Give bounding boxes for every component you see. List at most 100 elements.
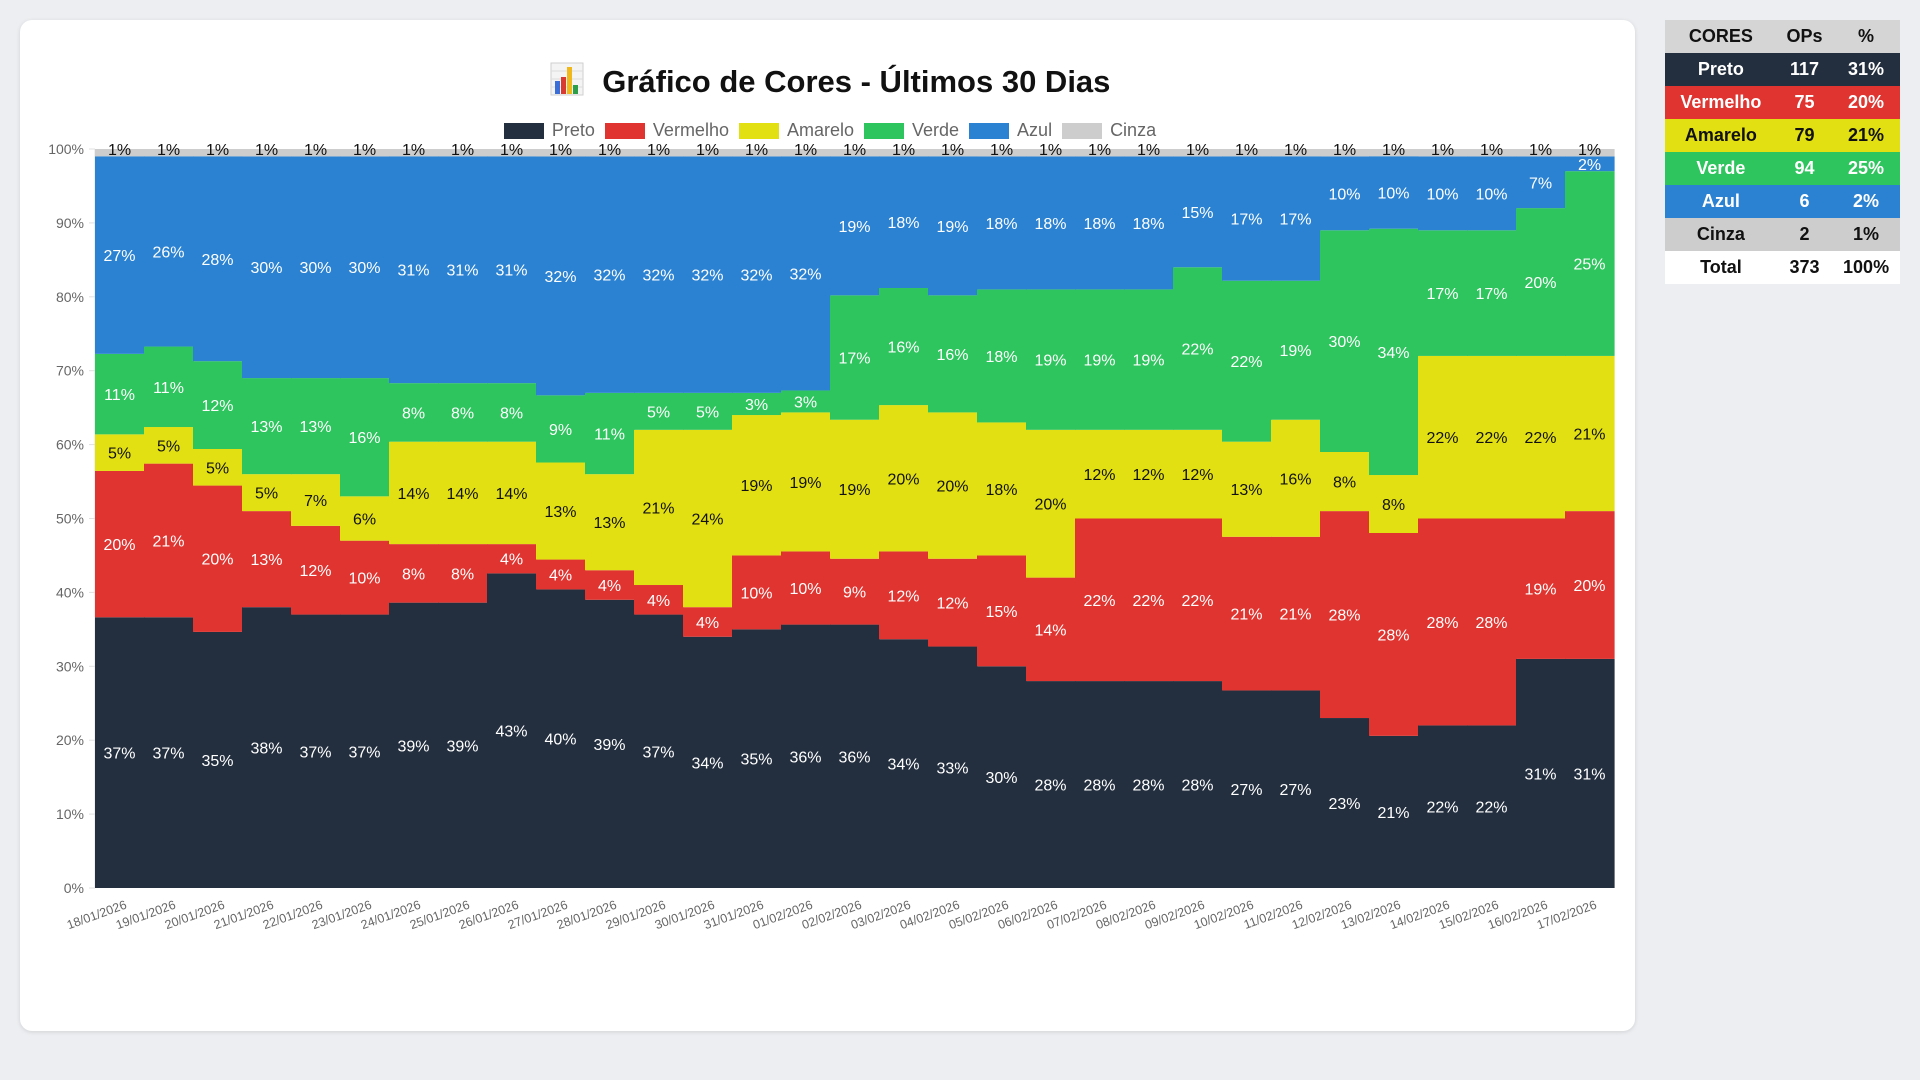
legend-item-azul[interactable]: Azul — [969, 120, 1052, 141]
bar-segment-amarelo[interactable] — [291, 474, 341, 526]
bar-segment-vermelho[interactable] — [1565, 511, 1615, 659]
bar-segment-azul[interactable] — [1418, 156, 1468, 231]
bar-segment-amarelo[interactable] — [438, 441, 488, 545]
bar-segment-vermelho[interactable] — [683, 607, 733, 637]
bar-segment-vermelho[interactable] — [1418, 518, 1468, 726]
bar-segment-vermelho[interactable] — [340, 540, 390, 615]
bar-segment-verde[interactable] — [1320, 230, 1370, 452]
bar-segment-cinza[interactable] — [830, 149, 880, 157]
bar-segment-azul[interactable] — [389, 156, 439, 384]
bar-segment-cinza[interactable] — [438, 149, 488, 157]
bar-segment-preto[interactable] — [1026, 681, 1076, 888]
bar-segment-amarelo[interactable] — [634, 429, 684, 586]
bar-segment-amarelo[interactable] — [1271, 419, 1321, 537]
bar-segment-vermelho[interactable] — [291, 525, 341, 615]
bar-segment-preto[interactable] — [634, 614, 684, 888]
bar-segment-preto[interactable] — [1418, 725, 1468, 888]
bar-segment-amarelo[interactable] — [1075, 429, 1125, 519]
bar-segment-amarelo[interactable] — [1418, 355, 1468, 519]
bar-segment-azul[interactable] — [1369, 156, 1419, 229]
bar-segment-amarelo[interactable] — [1222, 441, 1272, 537]
bar-segment-preto[interactable] — [193, 631, 243, 888]
bar-segment-vermelho[interactable] — [1173, 518, 1223, 682]
bar-segment-vermelho[interactable] — [242, 511, 292, 608]
bar-segment-amarelo[interactable] — [389, 441, 439, 545]
bar-segment-preto[interactable] — [438, 602, 488, 888]
bar-segment-cinza[interactable] — [1418, 149, 1468, 157]
bar-segment-cinza[interactable] — [732, 149, 782, 157]
bar-segment-vermelho[interactable] — [585, 570, 635, 600]
bar-segment-vermelho[interactable] — [928, 558, 978, 647]
bar-segment-vermelho[interactable] — [830, 558, 880, 625]
bar-segment-verde[interactable] — [340, 378, 390, 497]
bar-segment-cinza[interactable] — [389, 149, 439, 157]
bar-segment-azul[interactable] — [1565, 156, 1615, 172]
bar-segment-preto[interactable] — [1320, 718, 1370, 888]
bar-segment-cinza[interactable] — [487, 149, 537, 157]
bar-segment-cinza[interactable] — [144, 149, 194, 157]
bar-segment-azul[interactable] — [781, 156, 831, 391]
bar-segment-azul[interactable] — [291, 156, 341, 379]
bar-segment-azul[interactable] — [193, 156, 243, 362]
bar-segment-amarelo[interactable] — [95, 434, 145, 471]
bar-segment-amarelo[interactable] — [683, 429, 733, 608]
bar-segment-azul[interactable] — [242, 156, 292, 379]
bar-segment-azul[interactable] — [536, 156, 586, 396]
bar-segment-azul[interactable] — [830, 156, 880, 296]
bar-segment-azul[interactable] — [879, 156, 929, 289]
bar-segment-azul[interactable] — [1026, 156, 1076, 290]
bar-segment-azul[interactable] — [1075, 156, 1125, 290]
bar-segment-vermelho[interactable] — [879, 551, 929, 640]
bar-segment-verde[interactable] — [683, 392, 733, 430]
bar-segment-cinza[interactable] — [1271, 149, 1321, 157]
bar-segment-azul[interactable] — [438, 156, 488, 384]
bar-segment-amarelo[interactable] — [242, 474, 292, 512]
bar-segment-vermelho[interactable] — [144, 463, 194, 618]
bar-segment-preto[interactable] — [781, 624, 831, 888]
bar-segment-preto[interactable] — [389, 602, 439, 888]
bar-segment-azul[interactable] — [634, 156, 684, 393]
bar-segment-amarelo[interactable] — [1516, 355, 1566, 519]
bar-segment-preto[interactable] — [144, 617, 194, 888]
bar-segment-amarelo[interactable] — [536, 462, 586, 560]
bar-segment-preto[interactable] — [977, 666, 1027, 888]
bar-segment-vermelho[interactable] — [977, 555, 1027, 667]
bar-segment-preto[interactable] — [1565, 658, 1615, 888]
bar-segment-preto[interactable] — [242, 607, 292, 888]
bar-segment-cinza[interactable] — [291, 149, 341, 157]
bar-segment-preto[interactable] — [830, 624, 880, 888]
bar-segment-preto[interactable] — [291, 614, 341, 888]
bar-segment-amarelo[interactable] — [487, 441, 537, 545]
bar-segment-vermelho[interactable] — [487, 544, 537, 574]
bar-segment-cinza[interactable] — [193, 149, 243, 157]
bar-segment-verde[interactable] — [585, 392, 635, 475]
bar-segment-verde[interactable] — [438, 383, 488, 442]
bar-segment-amarelo[interactable] — [585, 474, 635, 571]
bar-segment-preto[interactable] — [1173, 681, 1223, 888]
bar-segment-azul[interactable] — [340, 156, 390, 379]
bar-segment-cinza[interactable] — [95, 149, 145, 157]
bar-segment-verde[interactable] — [928, 295, 978, 413]
bar-segment-verde[interactable] — [1418, 230, 1468, 356]
bar-segment-azul[interactable] — [95, 156, 145, 354]
bar-segment-vermelho[interactable] — [95, 470, 145, 618]
bar-segment-amarelo[interactable] — [1369, 475, 1419, 533]
bar-segment-vermelho[interactable] — [1271, 536, 1321, 691]
bar-segment-amarelo[interactable] — [977, 422, 1027, 556]
legend-item-cinza[interactable]: Cinza — [1062, 120, 1156, 141]
bar-segment-cinza[interactable] — [1075, 149, 1125, 157]
bar-segment-verde[interactable] — [487, 383, 537, 442]
bar-segment-verde[interactable] — [1516, 208, 1566, 356]
legend-item-verde[interactable]: Verde — [864, 120, 959, 141]
bar-segment-cinza[interactable] — [1467, 149, 1517, 157]
bar-segment-preto[interactable] — [683, 636, 733, 888]
bar-segment-preto[interactable] — [1075, 681, 1125, 888]
bar-segment-cinza[interactable] — [879, 149, 929, 157]
bar-segment-amarelo[interactable] — [879, 405, 929, 552]
bar-segment-verde[interactable] — [1124, 289, 1174, 430]
bar-segment-verde[interactable] — [144, 346, 194, 428]
bar-segment-vermelho[interactable] — [1026, 577, 1076, 682]
bar-segment-vermelho[interactable] — [1320, 511, 1370, 719]
bar-segment-cinza[interactable] — [977, 149, 1027, 157]
bar-segment-cinza[interactable] — [1320, 149, 1370, 157]
